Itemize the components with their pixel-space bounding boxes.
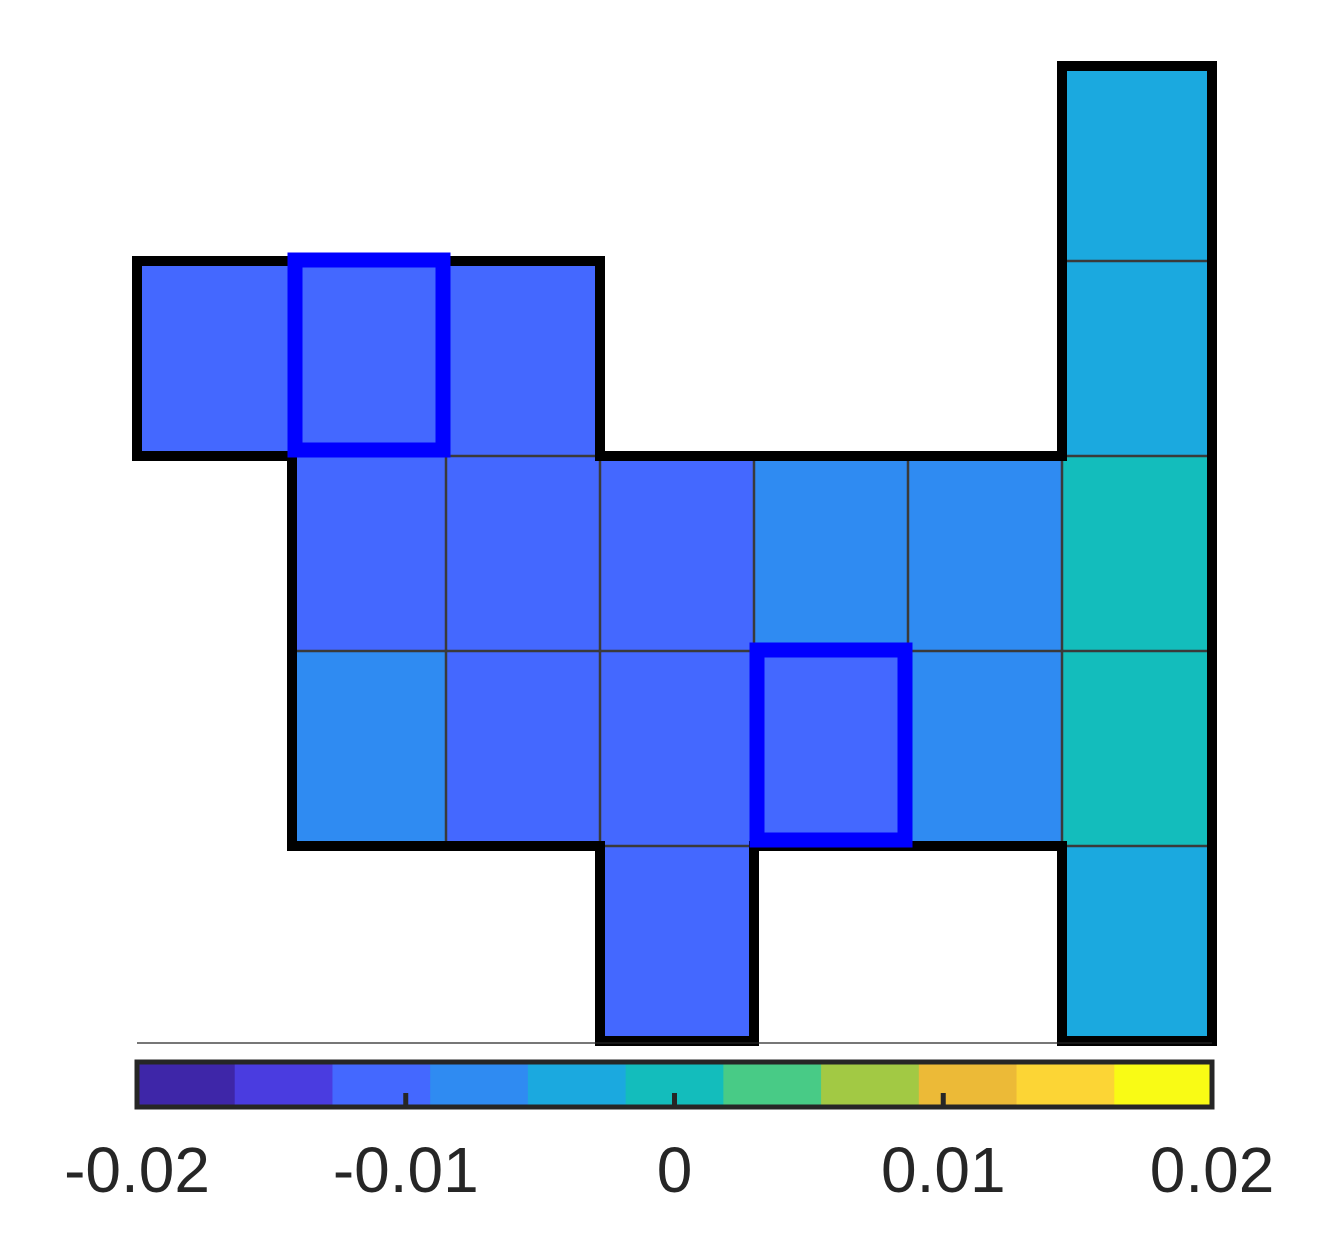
colorbar-segment: [137, 1062, 236, 1107]
heatmap-cell: [1062, 456, 1212, 651]
colorbar-segment: [430, 1062, 529, 1107]
colorbar-segment: [1114, 1062, 1213, 1107]
colorbar-tick-label: -0.02: [64, 1134, 210, 1206]
colorbar-tick-label: 0.02: [1150, 1134, 1275, 1206]
highlighted-cell-outline: [749, 642, 913, 848]
colorbar-tick-labels: -0.02 -0.01 0 0.01 0.02: [64, 1134, 1274, 1206]
heatmap-cell: [908, 456, 1062, 651]
colorbar-segment: [918, 1062, 1018, 1107]
heatmap-cell: [137, 261, 292, 456]
heatmap-cell: [1062, 261, 1212, 456]
heatmap-cell: [446, 651, 600, 846]
heatmap-cell: [600, 846, 754, 1041]
heatmap-cell: [1062, 66, 1212, 261]
heatmap-cell: [754, 456, 908, 651]
colorbar-tick-label: 0: [657, 1134, 693, 1206]
highlighted-cell-outline: [287, 252, 451, 458]
colorbar: [134, 1059, 1215, 1110]
heatmap-cell: [754, 651, 908, 846]
colorbar-segment: [1016, 1062, 1115, 1107]
heatmap-cell: [446, 261, 600, 456]
colorbar-segment: [527, 1062, 627, 1107]
heatmap-cell: [908, 651, 1062, 846]
colorbar-segment: [234, 1062, 334, 1107]
heatmap-cell: [600, 456, 754, 651]
cells-layer: [137, 66, 1212, 1041]
highlight-outlines: [287, 252, 913, 848]
colorbar-frame: [134, 1059, 1215, 1110]
heatmap-cell: [292, 456, 446, 651]
colorbar-tick-label: -0.01: [333, 1134, 479, 1206]
colorbar-tick-label: 0.01: [881, 1134, 1006, 1206]
colorbar-segment: [821, 1062, 920, 1107]
heatmap-cell: [1062, 846, 1212, 1041]
colorbar-segment: [332, 1062, 431, 1107]
colorbar-segment: [723, 1062, 822, 1107]
heatmap-cell: [292, 261, 446, 456]
heatmap-cell: [292, 651, 446, 846]
heatmap-cell: [446, 456, 600, 651]
heatmap-cell: [600, 651, 754, 846]
heatmap-cell: [1062, 651, 1212, 846]
